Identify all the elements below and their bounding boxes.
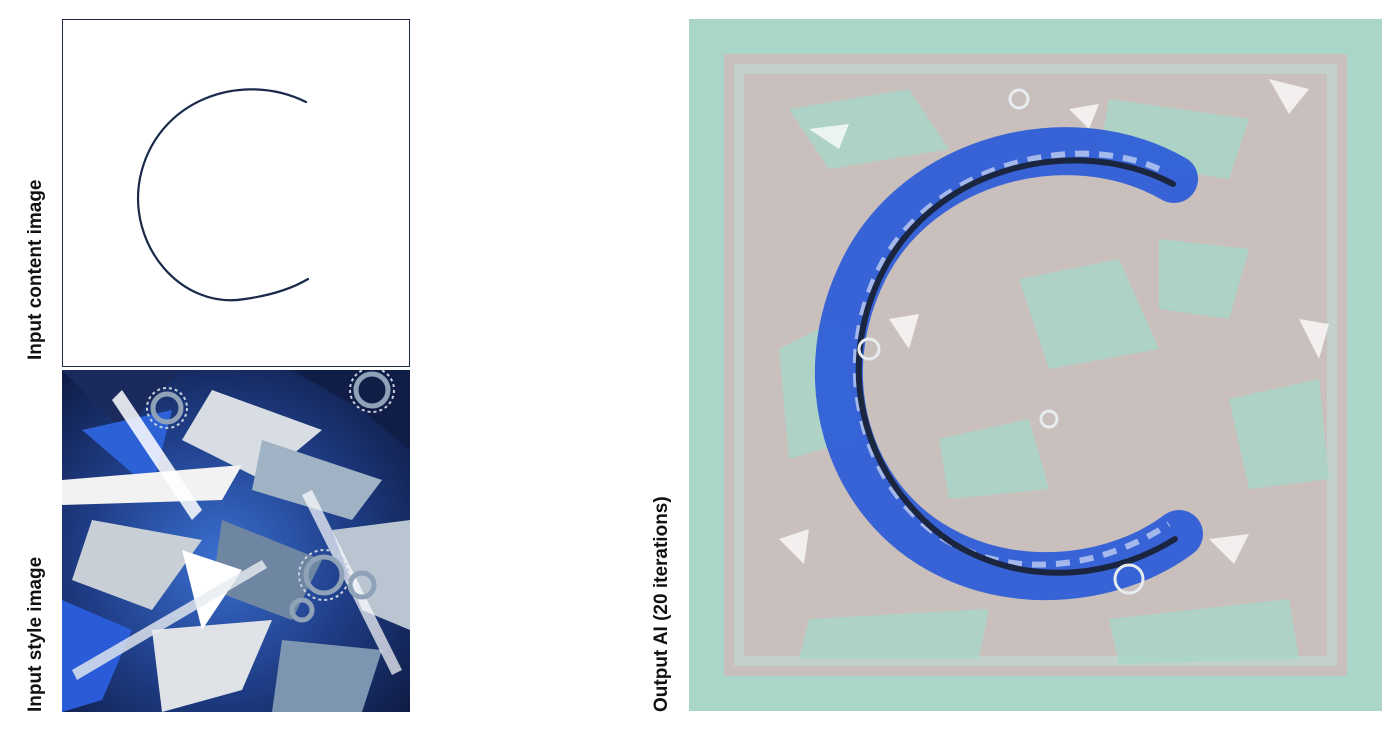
style-image xyxy=(62,370,410,712)
style-artwork xyxy=(62,370,410,712)
output-image xyxy=(689,19,1382,711)
content-image-label: Input content image xyxy=(25,179,46,361)
content-image xyxy=(62,19,410,367)
style-image-label: Input style image xyxy=(25,556,46,712)
c-letter-drawing xyxy=(137,88,310,302)
output-artwork xyxy=(689,19,1382,711)
output-image-label: Output AI (20 iterations) xyxy=(651,496,672,712)
